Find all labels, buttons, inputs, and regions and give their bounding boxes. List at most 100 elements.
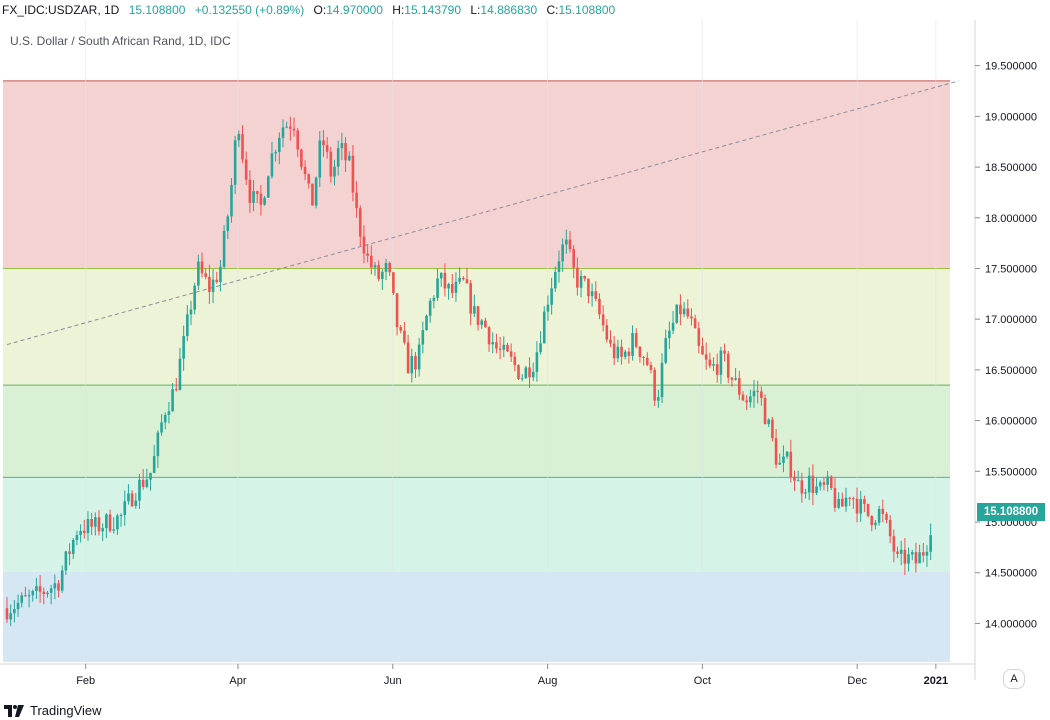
candle bbox=[447, 282, 450, 300]
candle-body bbox=[520, 378, 524, 380]
candle-body bbox=[108, 514, 112, 531]
candle-body bbox=[266, 176, 270, 198]
candle bbox=[528, 357, 531, 388]
candle bbox=[432, 295, 436, 309]
candle-body bbox=[68, 551, 71, 554]
candle bbox=[130, 490, 134, 507]
candle bbox=[682, 301, 686, 318]
candle bbox=[16, 594, 20, 617]
candle bbox=[285, 121, 288, 129]
candle bbox=[785, 450, 789, 459]
candle-body bbox=[487, 327, 491, 345]
candle bbox=[101, 523, 104, 542]
candle-body bbox=[793, 476, 796, 481]
price-tick-label: 18.000000 bbox=[985, 213, 1037, 225]
candle-body bbox=[406, 342, 410, 374]
candle bbox=[866, 503, 870, 518]
candle bbox=[163, 412, 167, 430]
candle bbox=[708, 352, 712, 369]
price-chart[interactable]: 14.00000014.50000015.00000015.50000016.0… bbox=[0, 20, 1050, 700]
candle bbox=[587, 278, 590, 304]
candle-body bbox=[682, 308, 686, 315]
candle-body bbox=[484, 320, 487, 328]
candle-body bbox=[395, 293, 399, 328]
candle bbox=[215, 271, 219, 284]
candle-body bbox=[439, 272, 443, 279]
candle-body bbox=[49, 588, 53, 593]
auto-scale-button[interactable]: A bbox=[1003, 669, 1025, 689]
candle bbox=[741, 391, 745, 402]
candle-body bbox=[929, 535, 932, 552]
candle-body bbox=[417, 344, 421, 370]
candle-body bbox=[693, 318, 697, 329]
candle-body bbox=[219, 266, 222, 283]
candle-body bbox=[182, 335, 185, 359]
candle-body bbox=[167, 411, 171, 415]
candle bbox=[877, 505, 881, 526]
candle bbox=[668, 321, 671, 349]
tradingview-logo-icon bbox=[4, 704, 24, 717]
candle-body bbox=[160, 422, 163, 433]
candle bbox=[590, 283, 594, 307]
tradingview-logo-text: TradingView bbox=[30, 703, 102, 719]
candle-body bbox=[138, 479, 141, 501]
time-axis[interactable]: Feb Apr Jun Aug Oct Dec 2021 bbox=[0, 663, 975, 687]
chart-title: U.S. Dollar / South African Rand, 1D, ID… bbox=[10, 34, 231, 48]
candle bbox=[767, 418, 771, 428]
symbol-label[interactable]: FX_IDC:USDZAR, 1D bbox=[2, 3, 120, 17]
candle-body bbox=[116, 515, 119, 530]
candle-body bbox=[447, 283, 450, 289]
candle bbox=[344, 137, 347, 172]
candle bbox=[377, 260, 380, 282]
candle bbox=[796, 470, 800, 482]
candle-body bbox=[701, 345, 704, 355]
candle-body bbox=[668, 330, 671, 339]
candle bbox=[542, 306, 546, 344]
candle-body bbox=[351, 155, 355, 193]
price-tick-label: 15.500000 bbox=[985, 466, 1037, 478]
candle bbox=[281, 119, 285, 148]
candle bbox=[726, 350, 730, 384]
candle bbox=[174, 378, 178, 392]
candle-body bbox=[826, 476, 829, 485]
candle bbox=[436, 268, 439, 301]
candle-body bbox=[623, 351, 627, 357]
candle bbox=[289, 116, 292, 141]
candle bbox=[921, 542, 925, 563]
candle bbox=[774, 428, 778, 469]
candle bbox=[329, 146, 333, 183]
candle bbox=[892, 529, 896, 563]
time-tick-label: Apr bbox=[229, 675, 246, 687]
candle bbox=[384, 258, 388, 281]
candle-body bbox=[763, 397, 767, 425]
candle bbox=[704, 342, 708, 370]
candle-body bbox=[734, 378, 737, 380]
candle bbox=[793, 470, 796, 491]
candle-body bbox=[252, 191, 255, 203]
tradingview-logo[interactable]: TradingView bbox=[4, 702, 102, 718]
candle bbox=[399, 324, 403, 334]
candle bbox=[885, 511, 888, 524]
candle-body bbox=[340, 143, 344, 149]
candle-body bbox=[800, 480, 804, 494]
candle bbox=[638, 346, 642, 363]
candle bbox=[325, 137, 329, 159]
candle bbox=[322, 130, 325, 157]
trendline[interactable] bbox=[6, 80, 959, 346]
trendline-line bbox=[6, 80, 959, 346]
candle-body bbox=[848, 497, 851, 499]
candle bbox=[200, 252, 204, 278]
candle-body bbox=[818, 482, 822, 487]
candle bbox=[97, 510, 101, 536]
candle bbox=[208, 264, 211, 305]
candle bbox=[649, 361, 653, 374]
price-axis[interactable]: 14.00000014.50000015.00000015.50000016.0… bbox=[974, 20, 1037, 680]
candle bbox=[9, 604, 12, 626]
candle bbox=[888, 515, 892, 544]
candle bbox=[167, 401, 171, 424]
low-value: 14.886830 bbox=[480, 3, 538, 17]
candle-body bbox=[285, 126, 288, 128]
candle-body bbox=[885, 514, 888, 520]
candle-body bbox=[458, 277, 461, 282]
candle bbox=[222, 225, 226, 270]
